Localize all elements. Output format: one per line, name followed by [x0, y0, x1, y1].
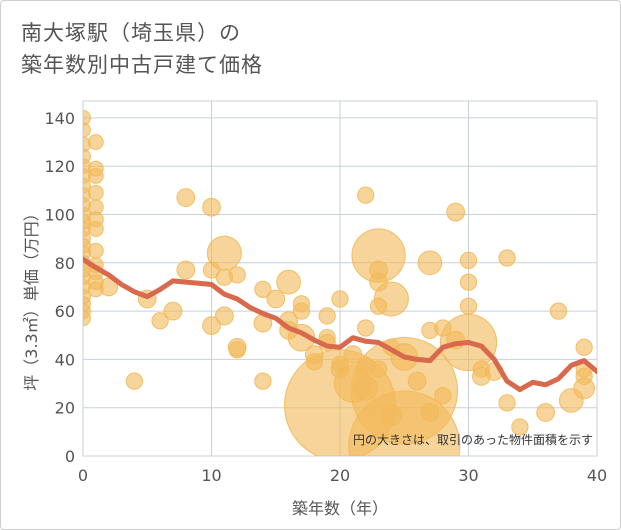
data-bubble [331, 290, 349, 308]
data-bubble [353, 376, 379, 401]
data-bubble [575, 367, 593, 385]
data-bubble [459, 273, 478, 291]
data-bubble [83, 110, 91, 126]
data-bubble [575, 338, 593, 356]
data-bubble [434, 319, 452, 337]
x-tick-label: 0 [78, 466, 88, 485]
x-tick-label: 20 [330, 466, 350, 485]
chart-title: 南大塚駅（埼玉県）の 築年数別中古戸建て価格 [21, 17, 263, 81]
data-bubble [369, 297, 388, 315]
data-bubble [511, 418, 529, 436]
data-bubble [276, 269, 301, 295]
bubble-size-note: 円の大きさは、取引のあった物件面積を示す [353, 432, 593, 447]
y-tick-label: 140 [44, 109, 75, 128]
data-bubble [125, 372, 144, 390]
data-bubble [87, 167, 104, 184]
data-bubble [254, 372, 272, 390]
y-tick-label: 80 [55, 254, 75, 273]
data-bubble [380, 404, 403, 426]
average-line-series [83, 256, 597, 393]
data-bubble [357, 319, 375, 337]
data-bubble [459, 297, 478, 315]
data-bubble [498, 394, 516, 412]
y-tick-label: 100 [44, 206, 75, 225]
x-tick-label: 30 [458, 466, 478, 485]
data-bubble [266, 289, 286, 309]
data-bubble [498, 249, 516, 267]
data-bubble [202, 197, 221, 217]
x-tick-label: 40 [587, 466, 607, 485]
x-axis-title: 築年数（年） [292, 499, 388, 518]
data-bubble [434, 386, 452, 405]
y-tick-label: 20 [55, 399, 75, 418]
data-bubble [163, 301, 183, 321]
data-bubble [228, 266, 246, 284]
data-bubble [357, 186, 375, 204]
data-bubble [369, 360, 388, 378]
y-tick-label: 40 [55, 350, 75, 369]
data-bubble [87, 281, 104, 298]
data-bubble [202, 261, 221, 279]
data-bubble [417, 250, 443, 276]
data-bubble [202, 316, 221, 335]
data-bubble [214, 306, 234, 326]
x-tick-label: 10 [201, 466, 221, 485]
data-bubble [292, 302, 311, 320]
y-tick-label: 0 [65, 447, 75, 466]
data-bubble [254, 280, 272, 299]
data-bubble [446, 202, 466, 222]
data-bubble [87, 242, 104, 259]
data-bubble [536, 403, 555, 422]
data-bubble [459, 251, 478, 270]
data-bubble [228, 341, 246, 359]
data-bubble [318, 307, 336, 325]
data-bubble [407, 371, 427, 391]
data-bubble [83, 310, 91, 327]
average-price-line [83, 256, 597, 393]
y-tick-label: 60 [55, 302, 75, 321]
y-axis-title: 坪（3.3㎡）単価（万円） [22, 205, 41, 390]
data-bubble [343, 345, 363, 364]
chart-title-line-1: 南大塚駅（埼玉県）の [21, 21, 241, 45]
data-bubble [331, 355, 349, 373]
data-bubble [472, 360, 490, 378]
data-bubble [369, 272, 388, 292]
data-bubble [87, 221, 104, 237]
data-bubble [305, 353, 323, 371]
data-bubble [87, 184, 104, 201]
data-bubble [176, 260, 196, 280]
data-bubble [420, 403, 440, 422]
data-bubble [151, 312, 169, 330]
data-bubble [176, 188, 196, 207]
data-bubble [549, 302, 568, 320]
data-bubble [87, 134, 104, 150]
y-tick-label: 120 [44, 157, 75, 176]
chart-title-line-2: 築年数別中古戸建て価格 [21, 53, 263, 77]
data-bubble [83, 122, 91, 138]
axes: 0 10 20 30 40 0 20 40 60 80 100 120 140 [44, 109, 607, 485]
